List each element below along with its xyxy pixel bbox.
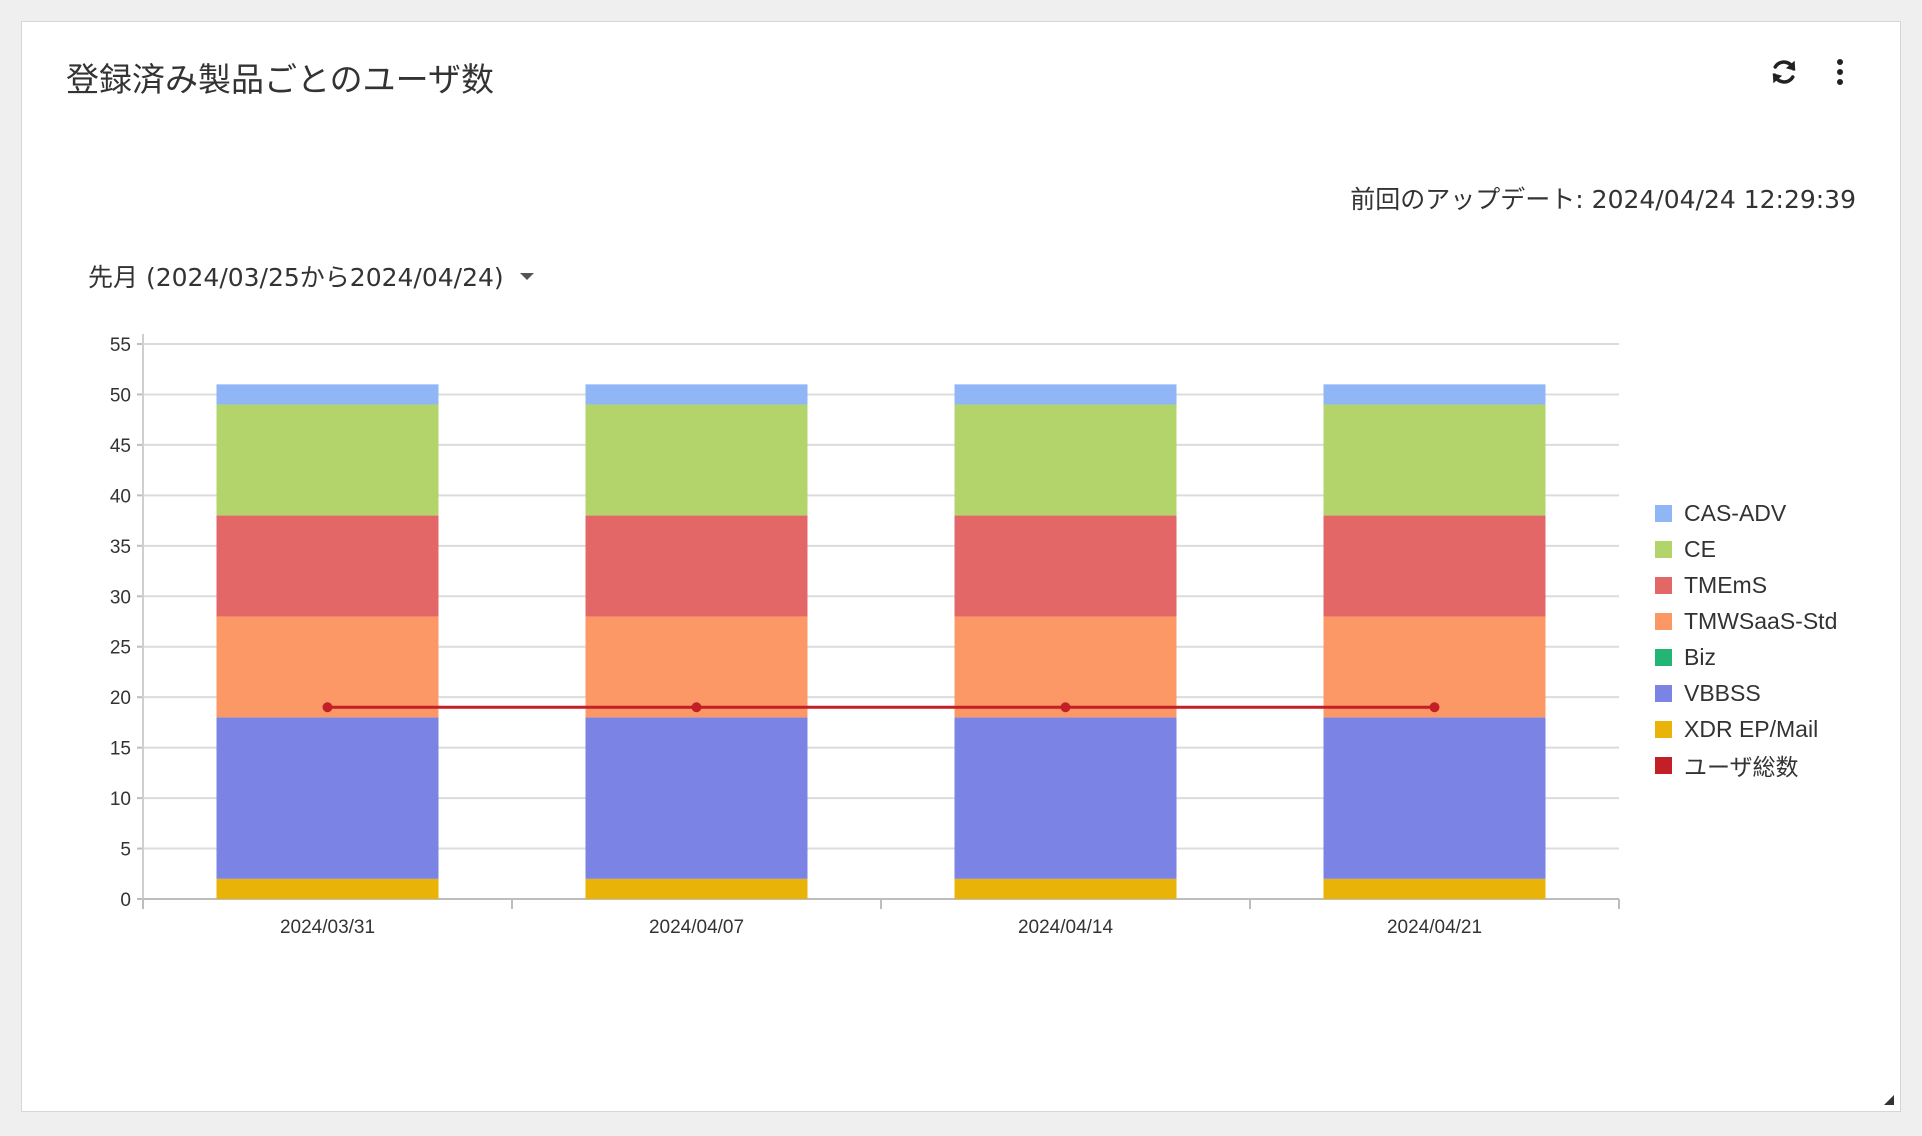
y-tick-label: 10	[110, 789, 131, 810]
x-tick-label: 2024/04/14	[1018, 917, 1114, 938]
legend-item[interactable]: XDR EP/Mail	[1655, 711, 1837, 747]
legend-swatch	[1655, 576, 1672, 594]
y-tick-label: 30	[110, 587, 131, 608]
y-tick-label: 55	[110, 335, 131, 356]
legend-swatch	[1655, 720, 1672, 738]
refresh-button[interactable]	[1762, 50, 1806, 94]
y-tick-label: 20	[110, 688, 131, 709]
legend-swatch	[1655, 504, 1672, 522]
bar-segment	[216, 515, 439, 617]
bar-segment	[216, 404, 439, 516]
legend-item[interactable]: TMWSaaS-Std	[1655, 603, 1837, 639]
y-tick-label: 5	[120, 840, 131, 861]
bar-segment	[585, 404, 808, 516]
legend-item[interactable]: CE	[1655, 531, 1837, 567]
bar-segment	[954, 878, 1177, 899]
bar-segment	[954, 515, 1177, 617]
bar-segment	[1323, 515, 1546, 617]
legend-item[interactable]: ユーザ総数	[1655, 747, 1837, 783]
legend-label: TMEmS	[1684, 571, 1768, 598]
legend-swatch	[1655, 684, 1672, 702]
legend-label: ユーザ総数	[1684, 754, 1799, 780]
y-tick-label: 45	[110, 436, 131, 457]
bar-segment	[954, 384, 1177, 405]
x-tick-label: 2024/04/21	[1387, 917, 1482, 938]
legend-item[interactable]: Biz	[1655, 639, 1837, 675]
bar-segment	[216, 384, 439, 405]
period-dropdown[interactable]: 先月 (2024/03/25から2024/04/24)	[88, 258, 534, 294]
legend-item[interactable]: TMEmS	[1655, 567, 1837, 603]
legend-label: Biz	[1684, 643, 1716, 670]
y-tick-label: 15	[110, 739, 131, 760]
chart-legend: CAS-ADV CE TMEmS TMWSaaS-Std Biz VBBSS XDR EP/…	[1655, 495, 1837, 783]
total-users-point	[1429, 702, 1440, 713]
total-users-point	[1060, 702, 1071, 713]
y-tick-label: 40	[110, 486, 131, 507]
last-updated-text: 前回のアップデート: 2024/04/24 12:29:39	[1350, 185, 1856, 214]
bar-segment	[954, 616, 1177, 718]
legend-swatch	[1655, 648, 1672, 666]
legend-label: XDR EP/Mail	[1684, 715, 1819, 742]
bar-segment	[216, 616, 439, 718]
legend-label: VBBSS	[1684, 679, 1761, 706]
legend-item[interactable]: CAS-ADV	[1655, 495, 1837, 531]
more-options-button[interactable]	[1818, 50, 1862, 94]
total-users-point	[691, 702, 702, 713]
legend-swatch	[1655, 612, 1672, 630]
bar-segment	[1323, 878, 1546, 899]
bar-segment	[954, 404, 1177, 516]
x-tick-label: 2024/04/07	[649, 917, 744, 938]
bar-segment	[585, 515, 808, 617]
legend-label: CAS-ADV	[1684, 499, 1787, 526]
bar-segment	[585, 878, 808, 899]
y-tick-label: 50	[110, 385, 131, 406]
bar-segment	[1323, 404, 1546, 516]
bar-segment	[954, 717, 1177, 879]
total-users-point	[322, 702, 333, 713]
legend-item[interactable]: VBBSS	[1655, 675, 1837, 711]
refresh-icon	[1772, 60, 1796, 84]
legend-label: TMWSaaS-Std	[1684, 607, 1838, 634]
bar-segment	[1323, 717, 1546, 879]
period-dropdown-label: 先月 (2024/03/25から2024/04/24)	[88, 263, 504, 292]
legend-swatch	[1655, 756, 1672, 774]
widget-card: 登録済み製品ごとのユーザ数 前回のアップデート: 2024/04/24 12:2…	[21, 21, 1901, 1112]
bar-segment	[585, 616, 808, 718]
bar-segment	[216, 717, 439, 879]
resize-handle-icon[interactable]	[1884, 1095, 1894, 1105]
y-tick-label: 25	[110, 638, 131, 659]
stacked-bar-chart: 0 5 10 15 20 25 30 35 40 45 50 55 2024/03/31 2024/04/…	[110, 334, 1620, 938]
bar-segment	[216, 878, 439, 899]
legend-label: CE	[1684, 535, 1716, 562]
bar-segment	[1323, 384, 1546, 405]
bar-segment	[585, 384, 808, 405]
widget-title: 登録済み製品ごとのユーザ数	[66, 60, 495, 99]
y-tick-label: 35	[110, 537, 131, 558]
y-tick-label: 0	[120, 890, 131, 911]
legend-swatch	[1655, 540, 1672, 558]
chevron-down-icon	[519, 272, 534, 280]
bar-segment	[585, 717, 808, 879]
x-tick-label: 2024/03/31	[280, 917, 375, 938]
more-vertical-icon	[1837, 59, 1843, 85]
bar-segment	[1323, 616, 1546, 718]
